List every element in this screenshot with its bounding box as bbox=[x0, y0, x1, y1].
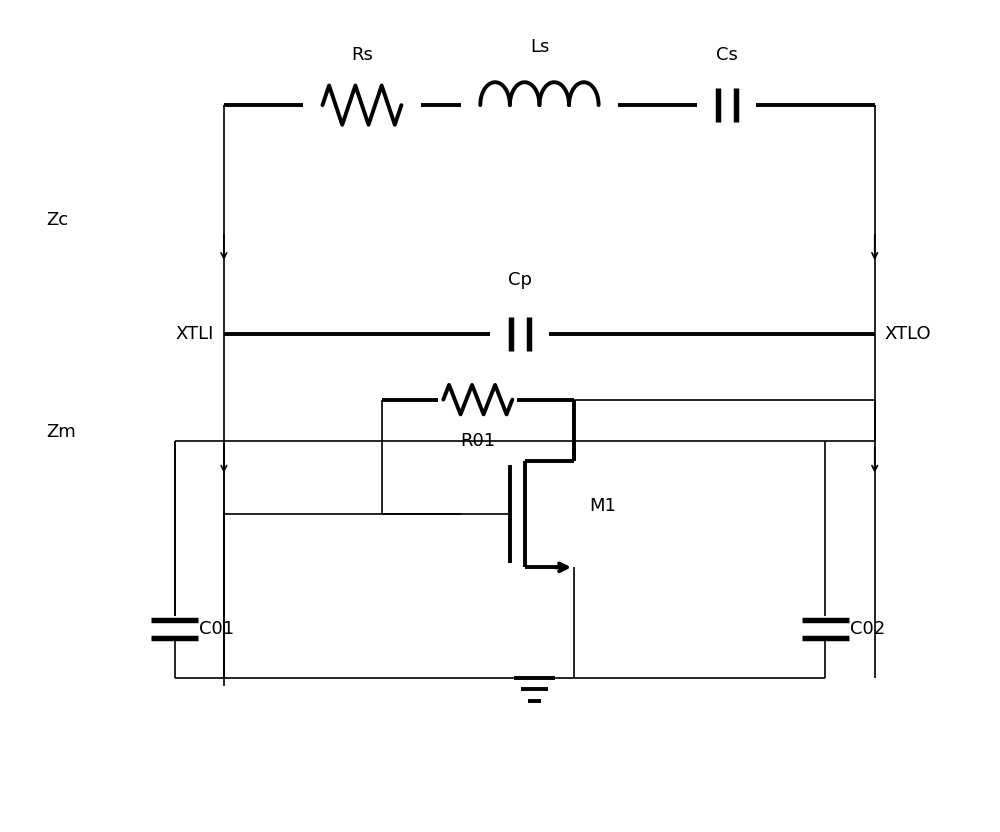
Text: Cs: Cs bbox=[716, 47, 738, 64]
Text: XTLO: XTLO bbox=[885, 325, 931, 343]
Text: M1: M1 bbox=[589, 497, 616, 515]
Text: Zc: Zc bbox=[46, 210, 69, 229]
Text: XTLI: XTLI bbox=[176, 325, 214, 343]
Text: Cp: Cp bbox=[508, 271, 532, 290]
Text: C02: C02 bbox=[850, 620, 885, 637]
Text: Rs: Rs bbox=[351, 47, 373, 64]
Text: R01: R01 bbox=[460, 433, 495, 450]
Text: C01: C01 bbox=[199, 620, 234, 637]
Text: Zm: Zm bbox=[46, 423, 76, 441]
Text: Ls: Ls bbox=[530, 38, 549, 56]
